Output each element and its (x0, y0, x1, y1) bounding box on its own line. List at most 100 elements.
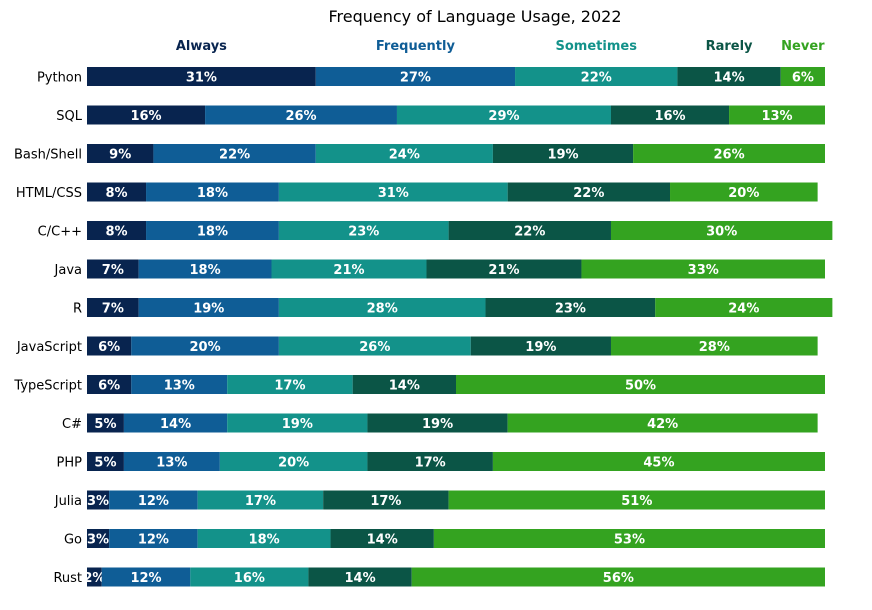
data-label: 3% (87, 533, 109, 548)
bar-segment-rarely (470, 336, 611, 356)
data-label: 22% (581, 71, 612, 86)
data-label: 20% (278, 456, 309, 471)
bar-segment-never (507, 413, 818, 433)
bar-segment-frequently (138, 298, 279, 317)
data-label: 51% (621, 494, 652, 509)
bar-segment-rarely (308, 567, 412, 587)
bar-segment-sometimes (396, 105, 611, 125)
y-tick-label: Rust (53, 571, 82, 586)
bar-segment-always (87, 182, 147, 202)
data-label: 12% (138, 494, 169, 509)
bar-segment-rarely (426, 259, 582, 279)
data-label: 5% (94, 417, 116, 432)
data-label: 17% (370, 494, 401, 509)
data-label: 45% (643, 456, 674, 471)
data-label: 21% (333, 263, 364, 278)
data-label: 8% (105, 186, 127, 201)
bar-segment-frequently (315, 67, 516, 86)
bar-segment-frequently (109, 529, 198, 548)
bar-segment-frequently (153, 144, 316, 163)
data-label: 18% (197, 225, 228, 240)
data-label: 14% (344, 571, 375, 586)
bar-segment-sometimes (278, 221, 449, 240)
data-label: 14% (160, 417, 191, 432)
bar-segment-rarely (610, 105, 730, 125)
bar-segment-sometimes (278, 298, 486, 317)
data-label: 14% (389, 379, 420, 394)
data-label: 17% (245, 494, 276, 509)
bar-segment-rarely (330, 529, 434, 548)
data-label: 6% (792, 71, 814, 86)
data-label: 19% (282, 417, 313, 432)
data-label: 33% (688, 263, 719, 278)
data-label: 3% (87, 494, 109, 509)
bars: 31% 27% 22% 14% 6% 16% 26% 29% 16% 13% 9% 22% 24% 19%… (83, 67, 833, 587)
data-label: 9% (109, 148, 131, 163)
bar-segment-sometimes (197, 490, 324, 510)
bar-segment-always (87, 529, 110, 548)
data-label: 20% (190, 340, 221, 355)
chart-title: Frequency of Language Usage, 2022 (328, 7, 621, 26)
bar-segment-rarely (507, 182, 671, 202)
bar-segment-never (448, 490, 825, 510)
data-label: 19% (525, 340, 556, 355)
legend-item-rarely: Rarely (706, 39, 753, 54)
data-label: 6% (98, 379, 120, 394)
data-label: 18% (190, 263, 221, 278)
data-label: 29% (488, 109, 519, 124)
data-label: 26% (285, 109, 316, 124)
data-label: 16% (234, 571, 265, 586)
bar-segment-rarely (492, 144, 634, 163)
data-label: 28% (699, 340, 730, 355)
bar-segment-frequently (123, 413, 228, 433)
bar-segment-sometimes (278, 182, 508, 202)
y-tick-label: Java (54, 263, 82, 278)
legend-item-sometimes: Sometimes (556, 39, 638, 54)
data-label: 28% (367, 302, 398, 317)
data-label: 7% (102, 263, 124, 278)
data-label: 31% (186, 71, 217, 86)
y-tick-label: R (73, 302, 82, 317)
bar-segment-rarely (323, 490, 449, 510)
bar-segment-sometimes (278, 336, 471, 356)
y-tick-label: SQL (56, 109, 82, 124)
data-label: 22% (573, 186, 604, 201)
bar-segment-always (87, 490, 110, 510)
y-tick-label: PHP (57, 456, 83, 471)
data-label: 2% (83, 571, 105, 586)
bar-segment-sometimes (515, 67, 678, 86)
bar-segment-never (411, 567, 825, 587)
bar-segment-always (87, 259, 139, 279)
data-label: 56% (603, 571, 634, 586)
bar-segment-never (433, 529, 825, 548)
y-tick-label: Bash/Shell (14, 148, 82, 163)
y-tick-label: Python (37, 71, 82, 86)
bar-segment-never (670, 182, 818, 202)
bar-segment-frequently (109, 490, 198, 510)
bar-segment-sometimes (197, 529, 331, 548)
data-label: 13% (156, 456, 187, 471)
data-label: 19% (193, 302, 224, 317)
bar-segment-frequently (146, 221, 279, 240)
data-label: 7% (102, 302, 124, 317)
data-label: 50% (625, 379, 656, 394)
data-label: 31% (378, 186, 409, 201)
bar-segment-rarely (677, 67, 781, 86)
bar-segment-rarely (352, 375, 456, 394)
bar-segment-never (610, 336, 818, 356)
data-label: 53% (614, 533, 645, 548)
bar-segment-never (456, 375, 825, 394)
bar-segment-never (581, 259, 825, 279)
data-label: 21% (488, 263, 519, 278)
data-label: 22% (514, 225, 545, 240)
data-label: 19% (547, 148, 578, 163)
bar-segment-frequently (131, 375, 228, 394)
data-label: 12% (130, 571, 161, 586)
y-tick-label: Julia (54, 494, 82, 509)
data-label: 18% (249, 533, 280, 548)
bar-segment-sometimes (190, 567, 309, 587)
data-label: 14% (367, 533, 398, 548)
data-label: 18% (197, 186, 228, 201)
data-label: 13% (761, 109, 792, 124)
